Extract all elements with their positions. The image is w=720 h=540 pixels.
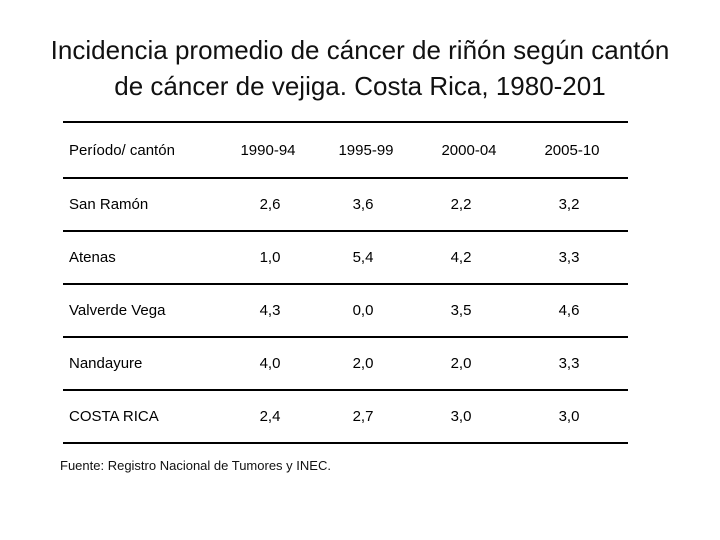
table-row: Nandayure 4,0 2,0 2,0 3,3	[63, 338, 628, 391]
header-1990-94: 1990-94	[240, 141, 296, 159]
table-cell: 4,0	[259, 355, 281, 372]
header-period-canton: Período/ cantón	[69, 141, 175, 159]
table-cell: 3,6	[352, 196, 374, 213]
row-label: San Ramón	[69, 196, 149, 213]
table-cell: 4,6	[558, 302, 580, 319]
table-cell: 3,3	[558, 355, 580, 372]
row-label: Atenas	[69, 249, 116, 266]
slide-title: Incidencia promedio de cáncer de riñón s…	[20, 32, 700, 104]
table-row: Atenas 1,0 5,4 4,2 3,3	[63, 232, 628, 285]
table-cell: 5,4	[352, 249, 374, 266]
source-note: Fuente: Registro Nacional de Tumores y I…	[60, 458, 331, 473]
table-cell: 2,4	[259, 408, 281, 425]
table-cell: 3,5	[450, 302, 472, 319]
table-row: COSTA RICA 2,4 2,7 3,0 3,0	[63, 391, 628, 444]
table-cell: 4,2	[450, 249, 472, 266]
slide-title-line-2: de cáncer de vejiga. Costa Rica, 1980-20…	[114, 71, 606, 101]
header-2005-10: 2005-10	[544, 141, 600, 159]
row-label: Valverde Vega	[69, 302, 166, 319]
table-cell: 2,0	[352, 355, 374, 372]
table-cell: 3,3	[558, 249, 580, 266]
table-row: San Ramón 2,6 3,6 2,2 3,2	[63, 179, 628, 232]
table-header-row: Período/ cantón 1990-94 1995-99 2000-04 …	[63, 121, 628, 179]
header-2000-04: 2000-04	[441, 141, 497, 159]
table-cell: 4,3	[259, 302, 281, 319]
row-label: Nandayure	[69, 355, 143, 372]
table-cell: 3,2	[558, 196, 580, 213]
header-1995-99: 1995-99	[338, 141, 394, 159]
table-cell: 0,0	[352, 302, 374, 319]
table-cell: 2,7	[352, 408, 374, 425]
table-row: Valverde Vega 4,3 0,0 3,5 4,6	[63, 285, 628, 338]
slide-title-line-1: Incidencia promedio de cáncer de riñón s…	[50, 35, 670, 65]
row-label: COSTA RICA	[69, 408, 159, 425]
table-cell: 1,0	[259, 249, 281, 266]
table-cell: 3,0	[450, 408, 472, 425]
table-cell: 3,0	[558, 408, 580, 425]
table-cell: 2,2	[450, 196, 472, 213]
table-cell: 2,6	[259, 196, 281, 213]
incidence-table: Período/ cantón 1990-94 1995-99 2000-04 …	[63, 121, 628, 444]
table-cell: 2,0	[450, 355, 472, 372]
